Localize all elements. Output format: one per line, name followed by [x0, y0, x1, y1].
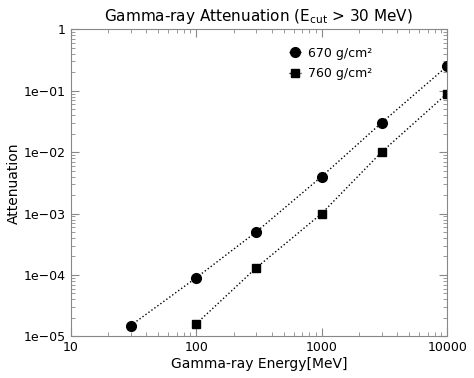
Legend: 670 g/cm², 760 g/cm²: 670 g/cm², 760 g/cm² [284, 42, 377, 85]
670 g/cm² [193, 276, 199, 280]
670 g/cm² [253, 230, 259, 234]
670 g/cm² [379, 121, 384, 125]
Line: 760 g/cm²: 760 g/cm² [192, 89, 451, 328]
760 g/cm² [379, 150, 384, 154]
Title: Gamma-ray Attenuation ($\mathregular{E_{cut}}$ > 30 MeV): Gamma-ray Attenuation ($\mathregular{E_{… [104, 7, 413, 26]
760 g/cm² [444, 91, 450, 96]
Y-axis label: Attenuation: Attenuation [7, 142, 21, 224]
760 g/cm² [193, 322, 199, 326]
Line: 670 g/cm²: 670 g/cm² [126, 61, 452, 330]
760 g/cm² [319, 211, 325, 216]
670 g/cm² [444, 64, 450, 68]
670 g/cm² [128, 323, 133, 328]
670 g/cm² [319, 174, 325, 179]
760 g/cm² [253, 266, 259, 270]
X-axis label: Gamma-ray Energy[MeV]: Gamma-ray Energy[MeV] [171, 357, 347, 371]
